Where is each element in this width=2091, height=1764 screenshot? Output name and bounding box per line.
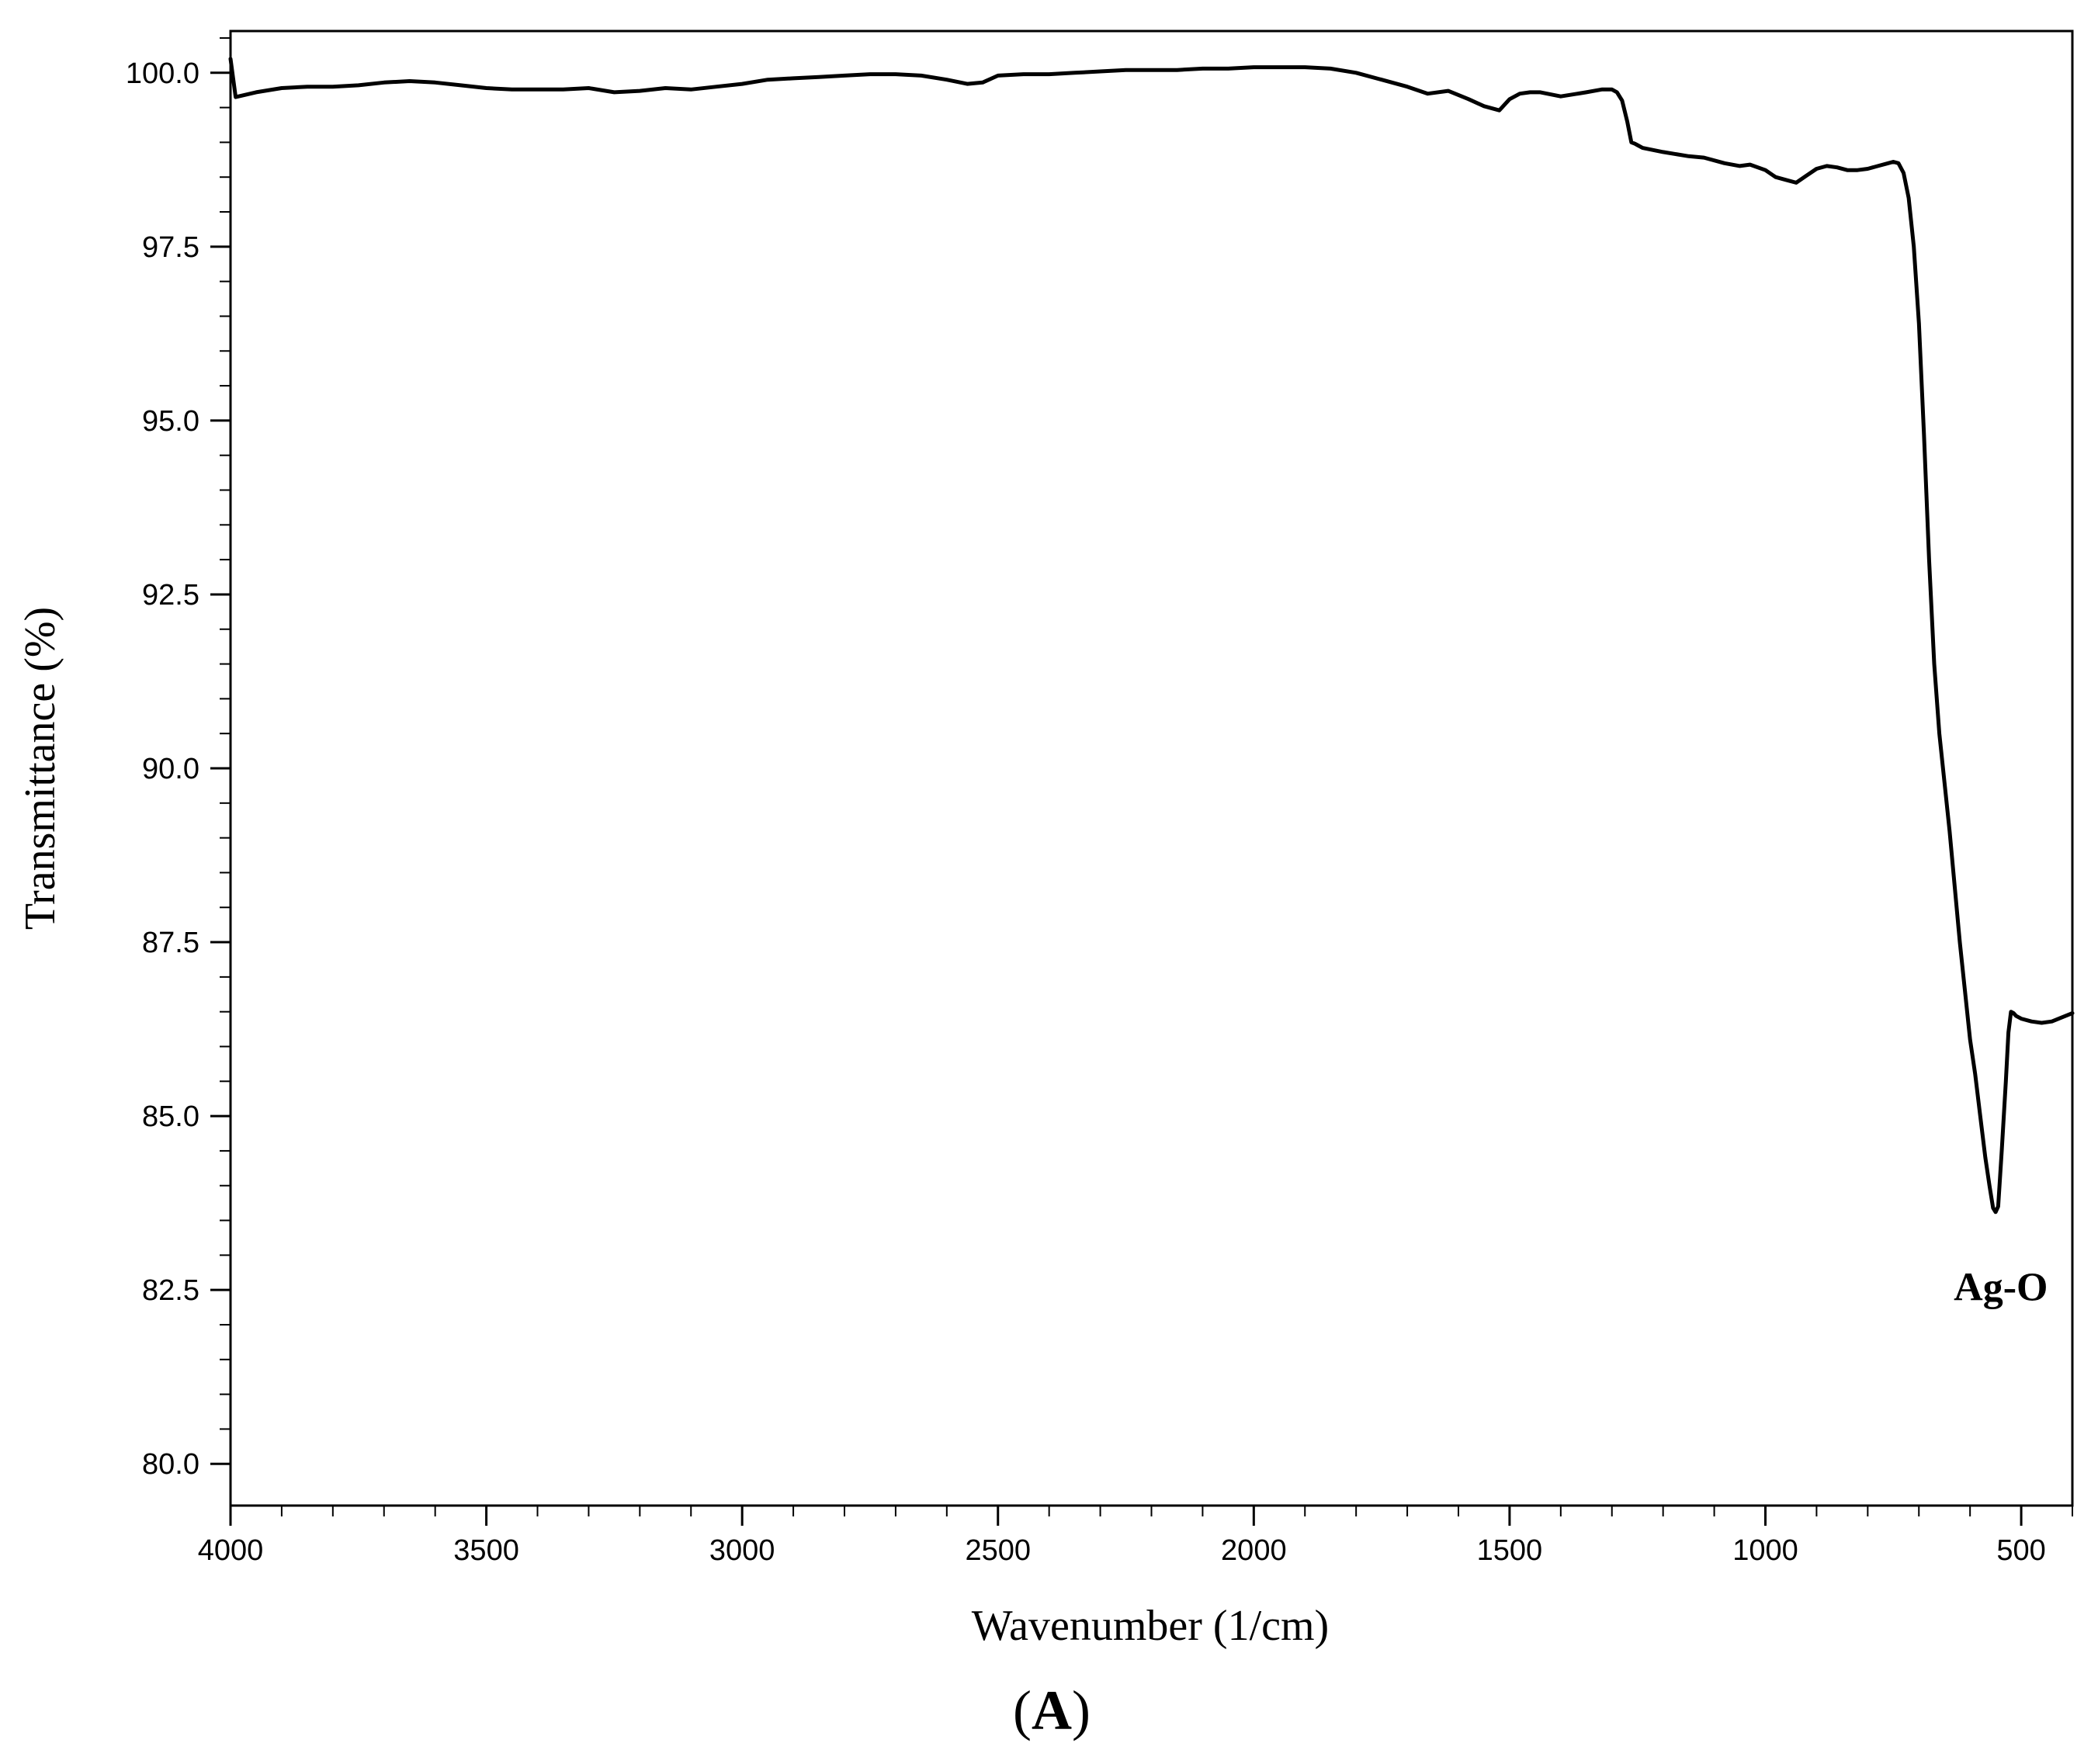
panel-label-close: ) [1072, 1679, 1091, 1741]
x-tick-label: 1500 [1477, 1534, 1543, 1567]
y-tick-label: 90.0 [142, 753, 199, 785]
panel-label-letter: A [1032, 1679, 1072, 1741]
peak-annotation: Ag-O [1954, 1266, 2048, 1310]
x-tick-label: 3500 [453, 1534, 519, 1567]
y-axis-title: Transmittance (%) [16, 607, 64, 930]
x-tick-label: 4000 [198, 1534, 264, 1567]
y-tick-label: 80.0 [142, 1448, 199, 1481]
y-tick-label: 92.5 [142, 579, 199, 612]
x-tick-label: 3000 [709, 1534, 775, 1567]
transmittance-line [228, 57, 2075, 1215]
minor-ticks [220, 36, 2073, 1516]
x-tick-label: 1000 [1732, 1534, 1798, 1567]
y-tick-label: 95.0 [142, 405, 199, 438]
plot-frame [229, 29, 2074, 1507]
y-axis: 80.0 82.5 85.0 87.5 90.0 92.5 95.0 97.5 100.0 [126, 57, 231, 1481]
y-tick-label: 100.0 [126, 57, 199, 90]
x-tick-label: 500 [1996, 1534, 2045, 1567]
panel-label: (A) [1013, 1679, 1091, 1741]
y-tick-label: 87.5 [142, 927, 199, 959]
x-tick-label: 2500 [965, 1534, 1031, 1567]
x-axis: 4000 3500 3000 2500 2000 1500 1000 500 [198, 1506, 2046, 1567]
panel-label-open: ( [1013, 1679, 1032, 1741]
x-tick-label: 2000 [1221, 1534, 1287, 1567]
y-tick-label: 85.0 [142, 1100, 199, 1133]
y-tick-label: 82.5 [142, 1274, 199, 1307]
x-axis-title: Wavenumber (1/cm) [972, 1602, 1329, 1650]
y-tick-label: 97.5 [142, 231, 199, 264]
